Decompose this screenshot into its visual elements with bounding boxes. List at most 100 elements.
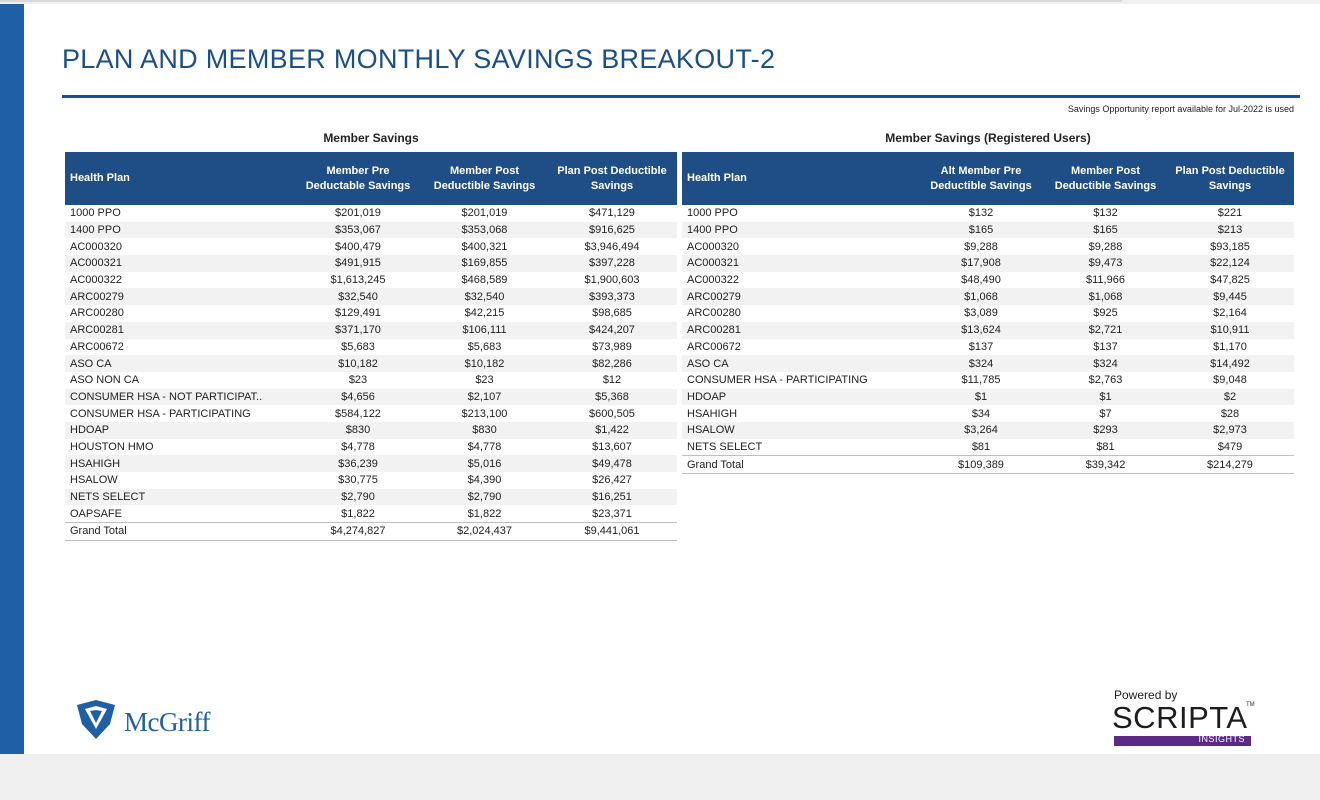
value-cell: $830: [294, 421, 422, 439]
value-cell: $397,228: [547, 255, 677, 272]
value-cell: $1,170: [1213, 340, 1247, 353]
value-cell: $3,089: [964, 307, 998, 320]
trademark-mark: TM: [1246, 702, 1255, 708]
value-cell: $324: [1045, 355, 1166, 372]
plan-name-cell: CONSUMER HSA - NOT PARTICIPAT..: [65, 388, 294, 406]
report-note: Savings Opportunity report available for…: [1067, 104, 1294, 114]
value-cell: $5,016: [422, 455, 547, 472]
table-row: ARC00281 $371,170 $106,111 $424,207: [65, 321, 677, 339]
value-cell: $137: [968, 340, 994, 353]
table-row: HOUSTON HMO $4,778 $4,778 $13,607: [65, 439, 677, 456]
value-cell: $23: [348, 374, 368, 387]
value-cell: $9,441,061: [547, 522, 677, 541]
table-row: CONSUMER HSA - PARTICIPATING $11,785 $2,76…: [682, 372, 1294, 389]
plan-name-cell: HSALOW: [682, 421, 917, 439]
table-row: ARC00281 $13,624 $2,721 $10,911: [682, 321, 1294, 339]
member-savings-section: Member Savings Health Plan Member Pre Ded…: [65, 130, 677, 541]
plan-name-cell: ARC00279: [682, 288, 917, 306]
plan-name-cell: ASO CA: [682, 355, 917, 372]
value-cell: $9,288: [1088, 240, 1123, 253]
value-cell: $1,822: [467, 507, 502, 520]
column-header: Health Plan: [65, 152, 294, 205]
plan-name-cell: ARC00279: [65, 288, 294, 306]
value-cell: $11,785: [961, 374, 1001, 387]
table-row: ASO CA $324 $324 $14,492: [682, 355, 1294, 372]
table-row: AC000320 $400,479 $400,321 $3,946,494: [65, 238, 677, 255]
registered-users-section: Member Savings (Registered Users) Health…: [682, 130, 1294, 474]
table-row: HDOAP $1 $1 $2: [682, 388, 1294, 406]
plan-name-cell: AC000322: [687, 274, 739, 287]
plan-name-cell: 1400 PPO: [682, 221, 917, 239]
value-cell: $9,288: [964, 240, 998, 253]
value-cell: $491,915: [294, 255, 422, 272]
value-cell: $93,185: [1210, 240, 1250, 253]
table-row: ARC00672 $5,683 $5,683 $73,989: [65, 339, 677, 356]
value-cell: $82,286: [547, 355, 677, 372]
plan-name-cell: Grand Total: [65, 522, 294, 541]
value-cell: $98,685: [592, 307, 632, 320]
plan-name-cell: AC000320: [687, 240, 739, 253]
table-caption: Member Savings: [323, 131, 419, 145]
value-cell: $213: [1166, 221, 1294, 239]
value-cell: $400,321: [461, 240, 508, 253]
table-row: 1000 PPO $132 $132 $221: [682, 205, 1294, 222]
value-cell: $916,625: [547, 221, 677, 239]
value-cell: $47,825: [1210, 274, 1250, 287]
table-row: OAPSAFE $1,822 $1,822 $23,371: [65, 505, 677, 522]
plan-name-cell: HOUSTON HMO: [70, 440, 154, 453]
table-row: ASO NON CA $23 $23 $12: [65, 372, 677, 389]
table-row: 1000 PPO $201,019 $201,019 $471,129: [65, 205, 677, 222]
value-cell: $2,973: [1166, 421, 1294, 439]
value-cell: $137: [1093, 340, 1118, 353]
value-cell: $81: [1096, 440, 1115, 453]
table-row: 1400 PPO $165 $165 $213: [682, 221, 1294, 239]
column-header: Member Pre Deductable Savings: [294, 152, 422, 205]
table-row: AC000322 $1,613,245 $468,589 $1,900,603: [65, 272, 677, 289]
value-cell: $353,067: [294, 221, 422, 239]
table-row: HSALOW $3,264 $293 $2,973: [682, 421, 1294, 439]
value-cell: $925: [1093, 307, 1118, 320]
value-cell: $1,068: [1045, 288, 1166, 306]
value-cell: $4,778: [341, 440, 375, 453]
plan-name-cell: ARC00281: [682, 321, 917, 339]
value-cell: $17,908: [917, 255, 1045, 272]
value-cell: $14,492: [1166, 355, 1294, 372]
plan-name-cell: ARC00672: [70, 340, 124, 353]
plan-name-cell: 1000 PPO: [70, 207, 121, 220]
plan-name-cell: ARC00280: [687, 307, 741, 320]
table-row: ARC00279 $32,540 $32,540 $393,373: [65, 288, 677, 306]
value-cell: $201,019: [335, 207, 381, 220]
value-cell: $129,491: [335, 307, 381, 320]
value-cell: $201,019: [461, 207, 508, 220]
value-cell: $1,422: [547, 421, 677, 439]
table-row: HDOAP $830 $830 $1,422: [65, 421, 677, 439]
scripta-wordmark: SCRIPTA: [1112, 700, 1248, 735]
value-cell: $132: [1093, 207, 1118, 220]
value-cell: $2,721: [1045, 321, 1166, 339]
value-cell: $16,251: [547, 488, 677, 506]
grand-total-row: Grand Total $109,389 $39,342 $214,279: [682, 455, 1294, 474]
table-row: ARC00280 $129,491 $42,215 $98,685: [65, 305, 677, 322]
powered-by-label: Powered by: [1114, 688, 1178, 702]
value-cell: $49,478: [547, 455, 677, 472]
plan-name-cell: NETS SELECT: [687, 440, 763, 453]
value-cell: $169,855: [422, 255, 547, 272]
value-cell: $22,124: [1166, 255, 1294, 272]
report-page: PLAN AND MEMBER MONTHLY SAVINGS BREAKOUT…: [24, 4, 1320, 754]
left-accent-bar: [0, 4, 24, 754]
value-cell: $1: [1045, 388, 1166, 406]
table-header-row: Health Plan Member Pre Deductable Savings…: [65, 152, 677, 205]
value-cell: $165: [917, 221, 1045, 239]
table-row: AC000322 $48,490 $11,966 $47,825: [682, 272, 1294, 289]
value-cell: $214,279: [1166, 455, 1294, 474]
value-cell: $9,445: [1166, 288, 1294, 306]
value-cell: $1,822: [341, 507, 375, 520]
mcgriff-logo: McGriff: [74, 698, 210, 747]
value-cell: $424,207: [547, 321, 677, 339]
value-cell: $48,490: [961, 274, 1001, 287]
value-cell: $393,373: [547, 288, 677, 306]
table-row: CONSUMER HSA - PARTICIPATING $584,122 $213…: [65, 405, 677, 422]
value-cell: $42,215: [464, 307, 505, 320]
value-cell: $73,989: [592, 340, 632, 353]
value-cell: $13,607: [592, 440, 632, 453]
